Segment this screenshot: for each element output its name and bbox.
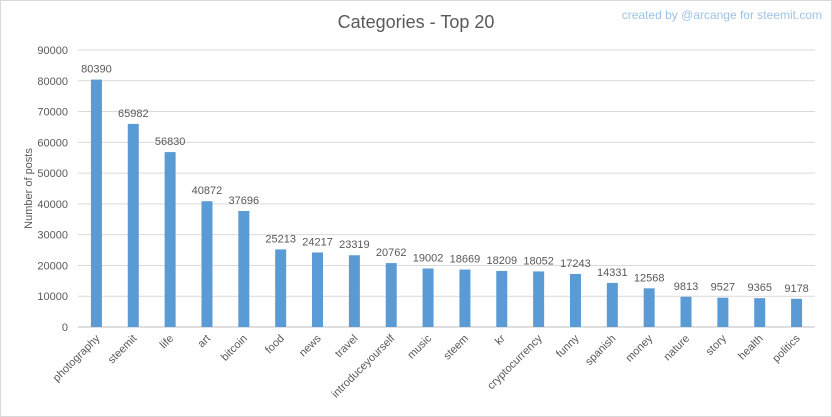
y-tick-label: 10000: [37, 291, 68, 303]
x-tick-label: food: [263, 333, 287, 357]
y-tick-label: 80000: [37, 76, 68, 88]
y-tick-label: 40000: [37, 199, 68, 211]
bar-bitcoin: [238, 210, 250, 327]
data-label: 18669: [450, 254, 481, 266]
bar-cryptocurrency: [533, 271, 545, 327]
y-tick-label: 60000: [37, 137, 68, 149]
x-tick-label: introduceyourself: [330, 332, 398, 400]
bar-food: [275, 249, 287, 327]
x-tick-label: funny: [554, 332, 582, 360]
data-label: 24217: [302, 236, 333, 248]
data-label: 14331: [597, 267, 628, 279]
data-label: 20762: [376, 247, 407, 259]
bar-nature: [680, 296, 692, 327]
data-label: 17243: [560, 258, 591, 270]
x-tick-label: steemit: [106, 333, 140, 367]
bar-news: [312, 252, 324, 327]
bar-introduceyourself: [385, 263, 397, 327]
x-tick-label: art: [196, 333, 214, 351]
data-label: 9178: [784, 283, 808, 295]
bar-politics: [791, 298, 803, 327]
y-tick-label: 70000: [37, 107, 68, 119]
x-tick-label: nature: [662, 333, 693, 364]
x-tick-label: kr: [493, 332, 508, 347]
data-label: 9813: [674, 281, 698, 293]
data-label: 37696: [229, 195, 260, 207]
bar-spanish: [606, 282, 618, 327]
y-tick-label: 0: [62, 322, 68, 334]
bar-money: [643, 288, 655, 327]
bar-steemit: [127, 123, 139, 328]
x-tick-label: photography: [51, 332, 103, 384]
data-label: 80390: [81, 64, 112, 76]
credit-text: created by @arcange for steemit.com: [621, 8, 822, 22]
bar-travel: [348, 255, 360, 327]
y-tick-label: 90000: [37, 45, 68, 57]
bar-photography: [90, 79, 102, 327]
x-tick-label: money: [623, 332, 655, 364]
x-tick-label: news: [297, 332, 324, 359]
y-tick-label: 50000: [37, 168, 68, 180]
bar-funny: [569, 273, 581, 327]
data-label: 65982: [118, 108, 149, 120]
x-tick-label: steem: [441, 333, 471, 363]
x-tick-label: bitcoin: [219, 333, 250, 364]
data-label: 56830: [155, 136, 186, 148]
data-label: 12568: [634, 272, 665, 284]
x-tick-label: story: [704, 332, 730, 358]
data-label: 9527: [711, 282, 735, 294]
data-label: 18052: [523, 255, 554, 267]
bar-art: [201, 201, 213, 327]
y-axis-label: Number of posts: [23, 148, 35, 229]
data-label: 18209: [486, 255, 517, 267]
x-tick-label: travel: [333, 333, 361, 361]
data-label: 23319: [339, 239, 370, 251]
x-tick-label: spanish: [583, 333, 618, 368]
x-tick-label: health: [736, 333, 766, 363]
y-tick-label: 20000: [37, 260, 68, 272]
x-tick-label: music: [405, 332, 434, 361]
data-label: 9365: [747, 282, 771, 294]
x-tick-label: life: [158, 333, 176, 351]
data-label: 19002: [413, 253, 444, 265]
bar-music: [422, 268, 434, 327]
bar-story: [717, 297, 729, 327]
y-tick-label: 30000: [37, 230, 68, 242]
chart-title: Categories - Top 20: [337, 12, 495, 32]
bar-steem: [459, 269, 471, 327]
data-label: 25213: [265, 233, 296, 245]
bar-health: [754, 298, 766, 327]
x-tick-label: politics: [770, 332, 803, 365]
data-label: 40872: [192, 185, 223, 197]
bar-life: [164, 152, 176, 327]
bar-kr: [496, 270, 508, 327]
